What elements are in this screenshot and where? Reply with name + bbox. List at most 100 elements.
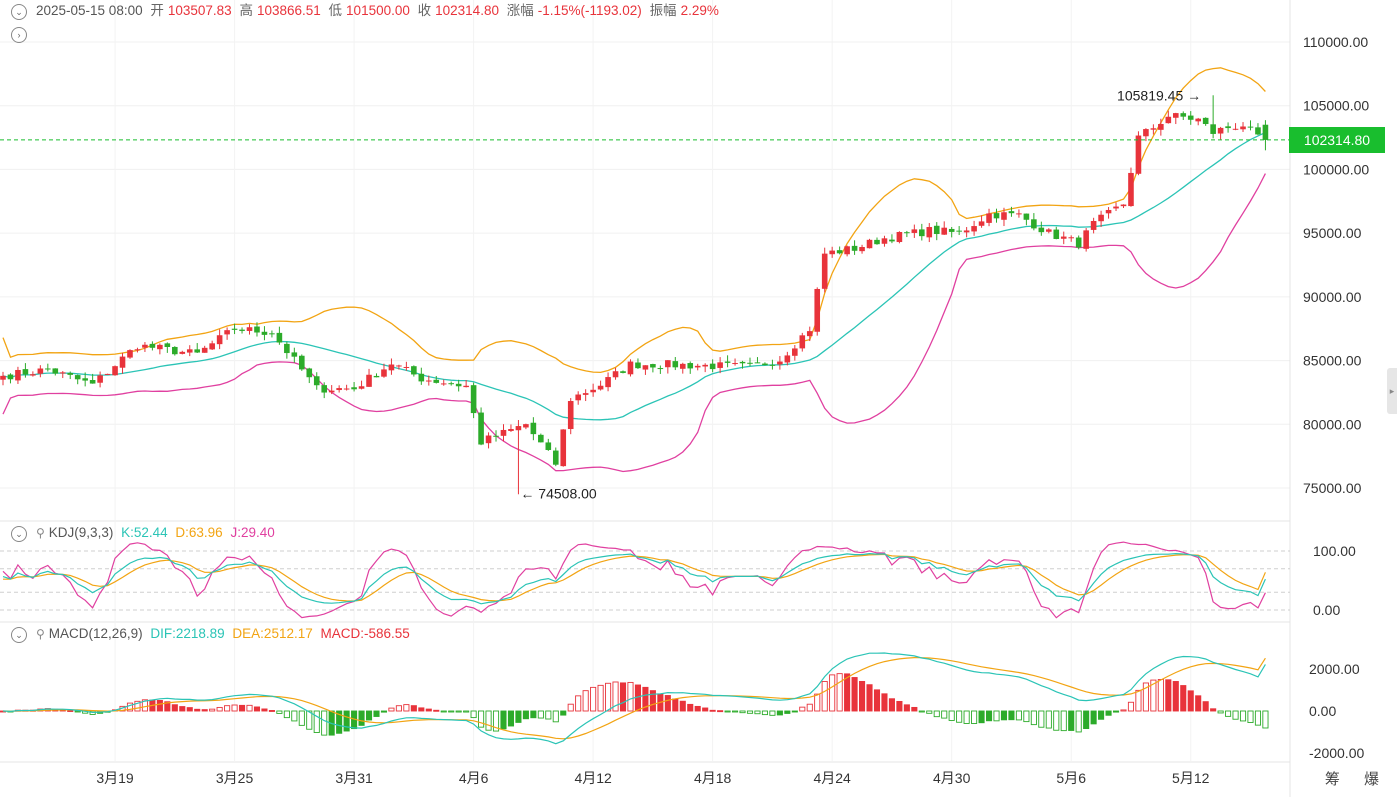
candle-body — [874, 239, 880, 245]
macd-histogram-bar — [1142, 682, 1149, 712]
macd-histogram-bar — [313, 710, 320, 733]
candle-body — [926, 227, 933, 238]
candle-body — [30, 374, 36, 376]
macd-histogram-bar — [552, 710, 559, 723]
macd-histogram-bar — [732, 710, 739, 713]
candle-body — [971, 226, 977, 232]
candle-body — [948, 228, 955, 232]
macd-histogram-bar — [216, 706, 223, 712]
candle-body — [784, 355, 791, 363]
macd-histogram-bar — [1045, 710, 1052, 729]
max-price-label: 105819.45 → — [1117, 87, 1201, 103]
macd-histogram-bar — [1053, 710, 1060, 731]
macd-histogram-bar — [597, 684, 604, 712]
candle-body — [530, 422, 537, 435]
macd-histogram-bar — [963, 710, 970, 724]
x-tick-label: 4月6 — [459, 770, 489, 786]
macd-histogram-bar — [246, 704, 253, 712]
macd-histogram-bar — [702, 707, 709, 712]
candle-body — [127, 350, 133, 358]
macd-histogram-bar — [545, 710, 552, 720]
expand-icon[interactable]: › — [11, 27, 27, 43]
candle-body — [1120, 204, 1127, 207]
candle-body — [620, 371, 626, 373]
macd-histogram-bar — [1060, 710, 1067, 732]
candle-body — [777, 361, 783, 365]
candle-body — [1240, 126, 1246, 130]
candle-body — [747, 362, 753, 364]
candle-body — [889, 239, 895, 242]
change-label: 涨幅 — [506, 3, 534, 18]
macd-histogram-bar — [336, 710, 343, 734]
candle-body — [224, 330, 230, 335]
candle-body — [911, 229, 918, 233]
macd-histogram-bar — [171, 704, 178, 712]
candle-body — [806, 331, 813, 337]
candle-body — [1008, 211, 1015, 214]
close-value: 102314.80 — [435, 3, 499, 18]
macd-histogram-bar — [814, 693, 821, 712]
candle-body — [366, 374, 372, 387]
candle-body — [142, 344, 148, 348]
macd-dif-line — [2, 652, 1266, 745]
macd-histogram-bar — [664, 695, 671, 712]
candle-body — [575, 394, 581, 401]
ohlc-header: 2025-05-15 08:00 开 103507.83 高 103866.51 低… — [36, 2, 723, 20]
kdj-bell-icon[interactable]: ⚲ — [36, 526, 45, 540]
candle-body — [336, 388, 342, 391]
macd-histogram-bar — [224, 705, 231, 712]
x-tick-label: 3月19 — [96, 770, 134, 786]
kdj-j: J:29.40 — [230, 525, 275, 540]
candle-body — [433, 379, 440, 383]
candle-body — [52, 368, 59, 374]
macd-histogram-bar — [612, 681, 619, 712]
macd-histogram-bar — [605, 682, 612, 712]
macd-histogram-bar — [537, 710, 544, 719]
high-label: 高 — [239, 3, 253, 18]
macd-histogram-bar — [395, 705, 402, 712]
candle-body — [1232, 128, 1239, 130]
x-axis: 110000.00 105000.00 100000.00 95000.00 90000… — [96, 34, 1369, 786]
candle-body — [149, 343, 156, 348]
macd-histogram-bar — [791, 710, 798, 713]
candle-body — [1128, 172, 1134, 207]
macd-histogram-bar — [896, 700, 903, 712]
kdj-collapse-icon[interactable]: ⌄ — [11, 526, 27, 542]
side-expand-icon[interactable]: ▸ — [1387, 368, 1397, 414]
candle-body — [15, 369, 21, 381]
macd-histogram-bar — [1210, 708, 1217, 712]
macd-histogram-bar — [492, 710, 500, 732]
candle-body — [269, 333, 275, 335]
macd-histogram-bar — [672, 698, 679, 712]
macd-histogram-bar — [201, 709, 208, 712]
candle-body — [605, 377, 611, 388]
candle-body — [754, 362, 761, 364]
candle-body — [1165, 116, 1172, 124]
candle-body — [829, 250, 835, 255]
candle-body — [792, 348, 798, 356]
macd-histogram-bar — [627, 681, 634, 712]
macd-histogram-bar — [993, 710, 1000, 722]
macd-histogram-bar — [1075, 710, 1082, 733]
candle-body — [299, 355, 305, 370]
macd-histogram-bar — [694, 705, 701, 712]
candle-body — [986, 213, 992, 223]
macd-collapse-icon[interactable]: ⌄ — [11, 627, 27, 643]
macd-bell-icon[interactable]: ⚲ — [36, 627, 45, 641]
candle-body — [919, 229, 925, 237]
candle-body — [687, 363, 694, 369]
macd-histogram-bar — [821, 681, 828, 712]
candle-body — [134, 349, 141, 351]
macd-histogram-bar — [739, 710, 746, 714]
candle-body — [672, 361, 679, 368]
candle-body — [904, 232, 910, 234]
bottom-tools[interactable]: 筹 爆 — [1324, 771, 1389, 788]
y-tick-label: 85000.00 — [1303, 353, 1362, 369]
collapse-icon[interactable]: ⌄ — [11, 4, 27, 20]
candle-body — [254, 326, 260, 333]
macd-histogram-bar — [463, 710, 470, 713]
candle-body — [1060, 236, 1067, 239]
macd-histogram-bar — [1090, 710, 1097, 725]
candle-body — [560, 429, 567, 467]
